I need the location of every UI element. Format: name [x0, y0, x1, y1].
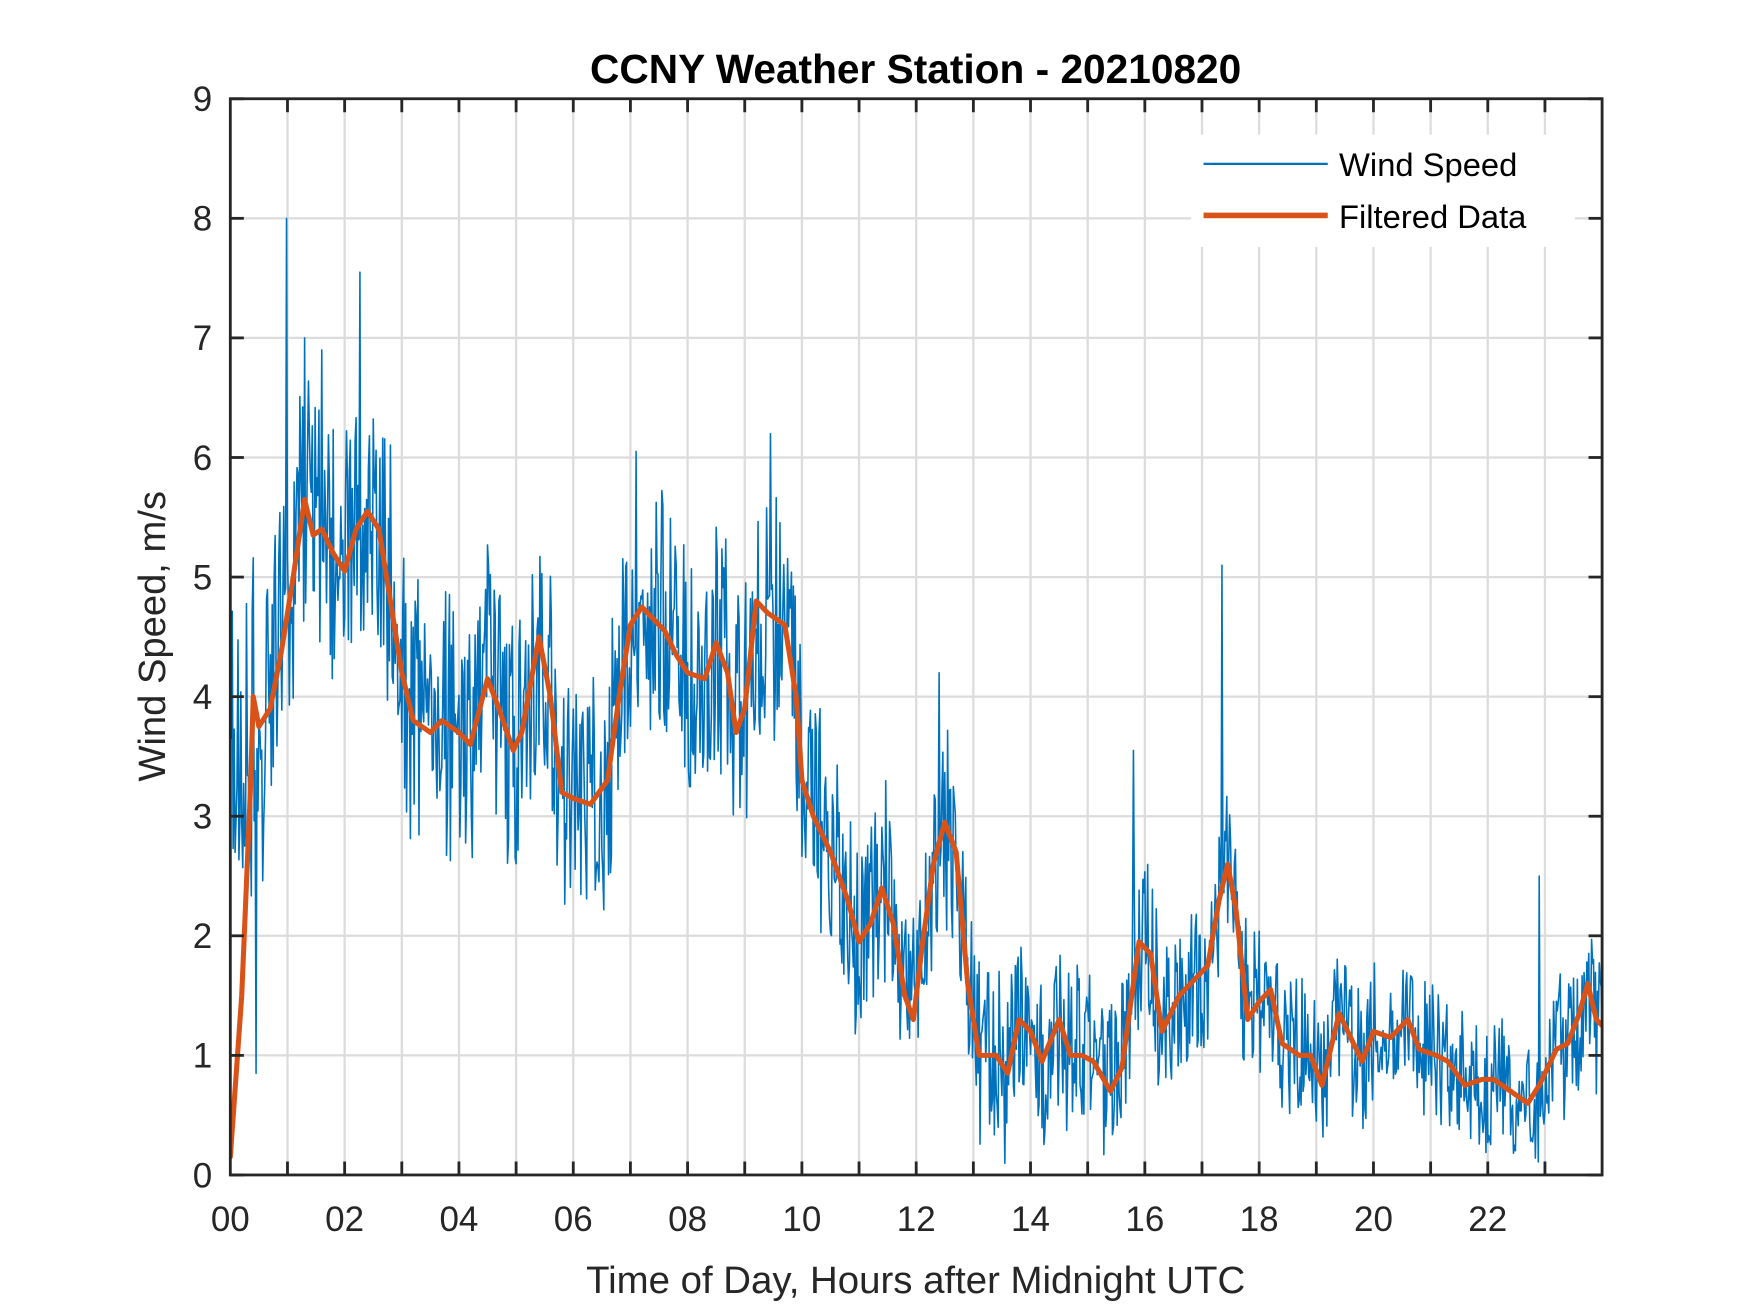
x-tick-label: 14 [1011, 1200, 1050, 1239]
y-tick-label: 9 [193, 80, 212, 119]
series-filtered-data-line [230, 496, 1603, 1160]
y-tick-label: 5 [193, 559, 212, 598]
legend-box [1191, 134, 1575, 247]
legend-filtered-data-label: Filtered Data [1339, 198, 1527, 235]
y-tick-labels: 0 1 2 3 4 5 6 7 8 9 [193, 80, 212, 1195]
x-tick-label: 06 [554, 1200, 593, 1239]
x-tick-labels: 00 02 04 06 08 10 12 14 16 18 20 22 [211, 1200, 1507, 1239]
x-tick-label: 12 [897, 1200, 936, 1239]
chart-title: CCNY Weather Station - 20210820 [590, 46, 1241, 92]
y-tick-label: 4 [193, 678, 212, 717]
x-tick-label: 18 [1240, 1200, 1279, 1239]
legend-wind-speed-label: Wind Speed [1339, 146, 1517, 183]
y-tick-label: 0 [193, 1156, 212, 1195]
x-tick-label: 02 [325, 1200, 364, 1239]
y-tick-label: 7 [193, 319, 212, 358]
y-axis-label: Wind Speed, m/s [131, 491, 174, 781]
x-tick-label: 08 [668, 1200, 707, 1239]
y-tick-label: 3 [193, 798, 212, 837]
y-tick-label: 1 [193, 1037, 212, 1076]
x-tick-label: 00 [211, 1200, 250, 1239]
legend: Wind Speed Filtered Data [1191, 134, 1575, 247]
x-axis-label: Time of Day, Hours after Midnight UTC [586, 1259, 1245, 1302]
x-tick-label: 16 [1125, 1200, 1164, 1239]
x-tick-label: 10 [782, 1200, 821, 1239]
axes-box [228, 97, 1604, 1177]
x-tick-label: 04 [439, 1200, 478, 1239]
y-tick-label: 6 [193, 439, 212, 478]
x-tick-label: 22 [1468, 1200, 1507, 1239]
y-tick-label: 8 [193, 200, 212, 239]
x-tick-label: 20 [1354, 1200, 1393, 1239]
y-tick-label: 2 [193, 917, 212, 956]
